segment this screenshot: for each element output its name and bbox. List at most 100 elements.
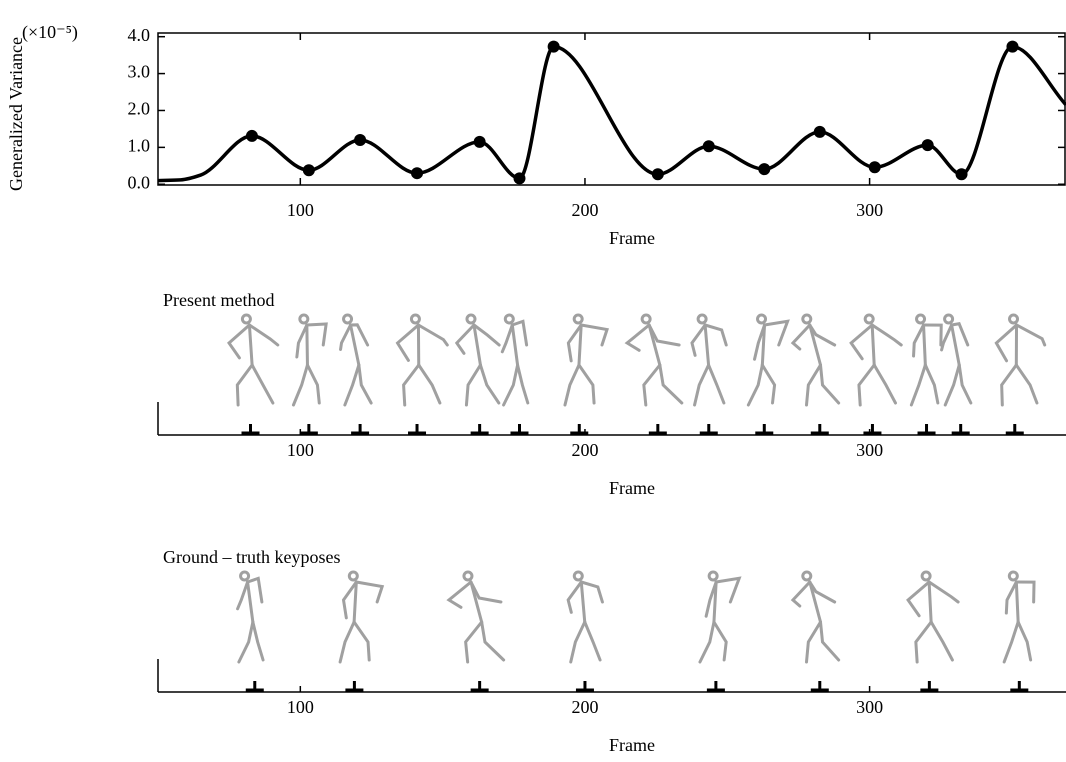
pose-arm xyxy=(714,576,742,604)
keyframe-marker xyxy=(955,168,968,181)
x-tick-label: 300 xyxy=(856,697,883,717)
pose-arm xyxy=(305,322,328,347)
pose-leg xyxy=(480,620,506,662)
pose-leg xyxy=(819,620,841,662)
pose-leg xyxy=(235,363,254,407)
pose-body xyxy=(1014,580,1020,624)
pose-leg xyxy=(402,363,421,407)
y-tick-label: 0.0 xyxy=(128,172,151,192)
pose-leg xyxy=(357,363,373,405)
pose-leg xyxy=(642,363,662,407)
pose-body xyxy=(305,323,309,367)
pose-arm xyxy=(395,323,420,362)
pose-arm xyxy=(341,580,358,620)
keyframe-tick xyxy=(299,424,318,436)
pose-head xyxy=(915,313,927,325)
pose-figure xyxy=(446,570,506,664)
keyframe-tick xyxy=(408,424,427,436)
pose-leg xyxy=(1000,363,1018,407)
keyframe-tick xyxy=(951,424,970,436)
variance-line xyxy=(158,44,1066,183)
keyframe-tick xyxy=(351,424,370,436)
pose-leg xyxy=(569,620,587,664)
pose-head xyxy=(409,313,421,325)
pose-arm xyxy=(624,323,651,352)
pose-head xyxy=(801,570,813,582)
y-axis-label: Generalized Variance xyxy=(6,37,26,191)
x-tick-label: 200 xyxy=(571,697,598,717)
pose-leg xyxy=(909,363,927,407)
pose-leg xyxy=(343,363,361,407)
pose-figure xyxy=(690,313,728,407)
pose-figure xyxy=(454,313,501,407)
pose-head xyxy=(572,313,584,325)
pose-arm xyxy=(472,323,501,347)
pose-body xyxy=(922,323,927,367)
pose-figure xyxy=(906,570,960,664)
keyframe-marker xyxy=(921,139,934,152)
pose-arm xyxy=(690,323,707,357)
pose-arm xyxy=(950,322,970,347)
pose-leg xyxy=(1016,620,1033,662)
pose-figure xyxy=(236,570,265,664)
pose-arm xyxy=(247,323,280,347)
pose-arm xyxy=(510,319,529,347)
pose-leg xyxy=(943,363,961,407)
pose-head xyxy=(1007,570,1019,582)
pose-leg xyxy=(805,620,823,664)
pose-figure xyxy=(790,570,841,664)
pose-leg xyxy=(516,363,530,405)
keyframe-tick xyxy=(755,424,774,436)
pose-arm xyxy=(227,323,251,360)
pose-figure xyxy=(849,313,903,407)
pose-body xyxy=(950,323,961,367)
pose-arm xyxy=(704,580,718,618)
pose-arm xyxy=(339,323,353,351)
pose-leg xyxy=(417,363,442,405)
pose-arm xyxy=(469,580,503,604)
pose-body xyxy=(577,323,583,367)
pose-leg xyxy=(577,363,596,405)
pose-arm xyxy=(566,323,583,363)
pose-arm xyxy=(500,323,514,354)
pose-leg xyxy=(872,363,897,405)
pose-figure xyxy=(338,570,385,664)
x-tick-label: 300 xyxy=(856,200,883,220)
keyframe-marker xyxy=(245,129,258,142)
pose-arm xyxy=(454,323,476,355)
pose-leg xyxy=(1002,620,1020,664)
keyframe-tick xyxy=(810,424,829,436)
pose-body xyxy=(246,580,255,624)
keyframe-tick xyxy=(648,424,667,436)
pose-arm xyxy=(236,580,250,611)
pose-figure xyxy=(339,313,373,407)
pose-leg xyxy=(698,620,716,664)
pose-figure xyxy=(940,313,973,407)
pose-head xyxy=(943,313,955,325)
pose-figure xyxy=(994,313,1047,407)
keyframe-tick xyxy=(810,681,829,693)
pose-arm xyxy=(1015,323,1047,347)
pose-arm xyxy=(940,323,954,352)
keyframe-tick xyxy=(706,681,725,693)
pose-arm xyxy=(349,323,370,347)
pose-leg xyxy=(914,620,933,664)
x-tick-label: 200 xyxy=(571,440,598,460)
pose-arm xyxy=(994,323,1019,363)
pose-arm xyxy=(246,576,264,604)
pose-leg xyxy=(693,363,711,407)
keyframe-tick xyxy=(920,681,939,693)
pose-leg xyxy=(746,363,764,407)
pose-body xyxy=(349,323,361,367)
pose-body xyxy=(352,580,358,624)
keyframe-marker xyxy=(354,133,367,146)
pose-head xyxy=(640,313,652,325)
pose-body xyxy=(510,323,520,367)
keyframe-tick xyxy=(345,681,364,693)
pose-arm xyxy=(1004,580,1018,615)
pose-leg xyxy=(712,620,728,662)
pose-body xyxy=(927,580,933,624)
pose-figure xyxy=(500,313,530,407)
pose-head xyxy=(756,313,768,325)
pose-arm xyxy=(870,323,903,347)
